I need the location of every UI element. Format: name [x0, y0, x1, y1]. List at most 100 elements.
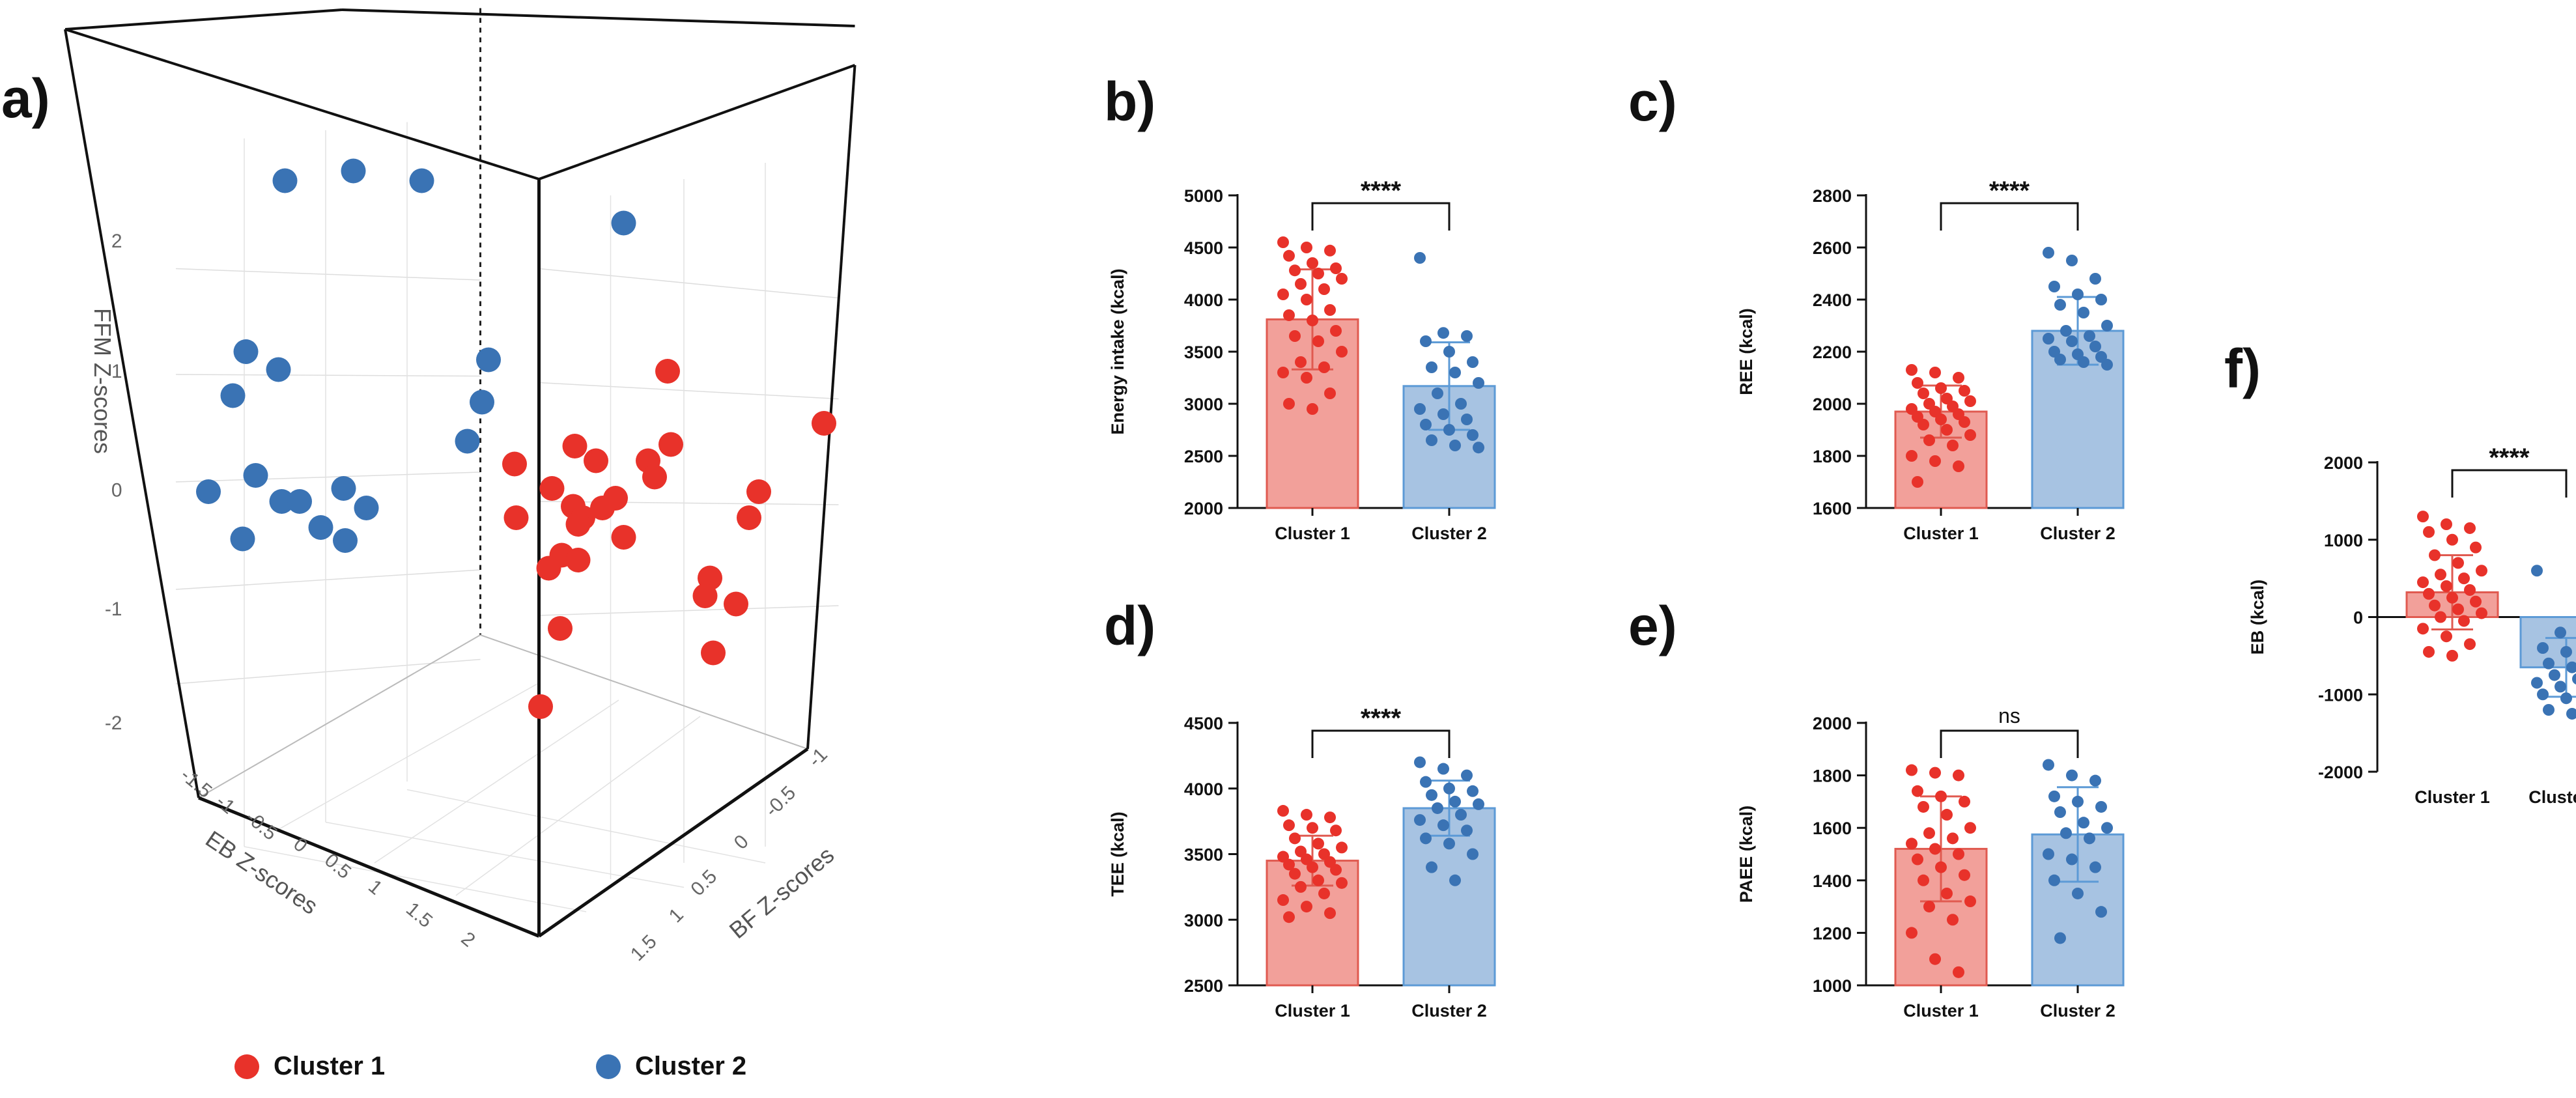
cluster-1-point — [701, 640, 726, 666]
data-point — [1312, 268, 1324, 279]
data-point — [2423, 526, 2435, 538]
data-point — [1929, 767, 1941, 779]
frame-line — [64, 28, 540, 180]
cluster-2-point — [269, 489, 294, 514]
cluster-2-point — [341, 158, 366, 184]
cluster-2-point — [220, 383, 246, 408]
data-point — [1426, 434, 1437, 446]
data-point — [2417, 576, 2429, 589]
data-point — [2452, 603, 2464, 615]
frame-line — [406, 789, 766, 864]
panel-b: b) Energy intake (kcal) 2000 2500 3000 3500 40… — [1104, 71, 1496, 543]
z-tick-label: 1 — [111, 361, 122, 382]
frame-line — [539, 605, 839, 616]
data-point — [1318, 283, 1330, 295]
data-point — [2543, 704, 2555, 716]
data-point — [1953, 848, 1964, 860]
data-point — [1473, 442, 1484, 454]
3d-scatter-points — [196, 158, 836, 719]
y-axis-title: BF Z-scores — [724, 841, 840, 944]
x-tick-label: Cluster 1 — [1275, 1001, 1350, 1021]
cluster-2-point — [333, 528, 358, 553]
y-tick-label: 4500 — [1184, 714, 1223, 733]
data-point — [2072, 289, 2084, 300]
data-point — [1935, 414, 1947, 425]
data-point — [2531, 565, 2543, 577]
cluster-2-point — [287, 489, 312, 514]
data-point — [1443, 782, 1455, 795]
frame-line — [64, 8, 343, 31]
data-point — [1941, 887, 1953, 899]
data-point — [1283, 911, 1295, 923]
frame-line — [539, 268, 839, 299]
cluster-1-point — [746, 479, 771, 504]
y-tick-label: 2500 — [1184, 447, 1223, 466]
z-axis-title: FFM Z-scores — [89, 308, 116, 454]
y-tick-label: 1800 — [1813, 447, 1852, 466]
data-point — [2084, 330, 2095, 342]
z-tick-label: 0 — [111, 480, 122, 501]
data-point — [2435, 569, 2446, 581]
data-point — [1307, 257, 1318, 269]
cluster-1-point — [658, 432, 683, 457]
data-point — [1301, 242, 1312, 253]
significance-label: **** — [1989, 176, 2030, 205]
panel-f: f) EB (kcal) -2000 -1000 0 1000 2000 Cluster 1 C… — [2224, 338, 2576, 807]
x-tick-label: Cluster 1 — [1275, 524, 1350, 543]
data-point — [1336, 273, 1348, 285]
y-tick-label: 0 — [2353, 608, 2363, 628]
y-tick-label: 1 — [665, 904, 688, 927]
data-point — [1277, 367, 1289, 378]
data-point — [2095, 906, 2107, 918]
data-point — [1330, 262, 1342, 274]
data-point — [2531, 677, 2543, 689]
data-point — [2423, 645, 2435, 658]
data-point — [1283, 858, 1295, 871]
data-point — [1437, 819, 1449, 832]
frame-line — [538, 64, 856, 180]
y-tick-label: 2000 — [1184, 499, 1223, 518]
data-point — [1947, 832, 1959, 845]
data-point — [1277, 805, 1289, 817]
data-point — [2060, 827, 2072, 839]
data-point — [1336, 877, 1348, 889]
data-point — [1443, 838, 1455, 850]
data-point — [2476, 607, 2487, 619]
data-point — [1324, 304, 1336, 316]
data-point — [1289, 264, 1301, 277]
data-point — [2054, 299, 2066, 311]
data-point — [1426, 861, 1437, 873]
data-point — [1912, 853, 1923, 866]
frame-line — [64, 29, 200, 798]
data-point — [1437, 408, 1449, 420]
data-point — [2429, 599, 2441, 612]
data-point — [2054, 354, 2066, 365]
data-point — [1467, 356, 1479, 368]
data-point — [2066, 769, 2078, 781]
data-point — [1336, 346, 1348, 358]
data-point — [2054, 932, 2066, 944]
data-point — [2078, 307, 2089, 318]
data-point — [2101, 320, 2113, 331]
data-point — [1420, 832, 1432, 845]
data-point — [1912, 785, 1923, 797]
data-point — [1307, 403, 1318, 415]
cluster-1-point — [536, 556, 561, 581]
legend-item-cluster-1: Cluster 1 — [234, 1052, 385, 1081]
data-point — [1455, 398, 1467, 410]
frame-line — [539, 382, 839, 400]
data-point — [2048, 874, 2060, 886]
data-point — [2470, 595, 2482, 608]
data-point — [1455, 809, 1467, 821]
frame-line — [198, 634, 481, 798]
data-point — [1289, 832, 1301, 845]
significance-label: **** — [1361, 704, 1402, 733]
data-point — [1324, 244, 1336, 257]
data-point — [1318, 887, 1330, 899]
significance-label: **** — [2489, 443, 2530, 472]
data-point — [2084, 832, 2095, 845]
cluster-2-point — [243, 463, 268, 488]
panel-e: e) PAEE (kcal) 1000 1200 1400 1600 1800 2000 Clu… — [1628, 595, 2125, 1021]
data-point — [1414, 252, 1426, 264]
data-point — [1929, 367, 1941, 378]
